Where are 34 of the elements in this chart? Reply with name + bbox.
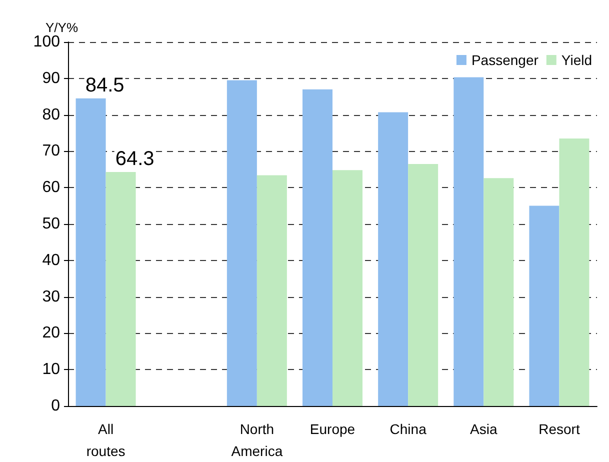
y-tick-label: 80 bbox=[42, 106, 60, 124]
y-axis-title: Y/Y% bbox=[45, 20, 78, 35]
y-tick-label: 10 bbox=[42, 361, 60, 378]
bar bbox=[408, 164, 438, 406]
y-tick-label: 50 bbox=[42, 216, 60, 232]
legend-label: Passenger bbox=[471, 52, 539, 68]
x-tick-label: North America bbox=[231, 421, 283, 459]
y-tick-label: 40 bbox=[42, 252, 60, 269]
bar bbox=[484, 178, 514, 406]
bar bbox=[106, 172, 136, 406]
y-tick-label: 70 bbox=[42, 142, 60, 160]
bar bbox=[302, 89, 332, 406]
y-tick-label: 100 bbox=[33, 34, 60, 50]
y-tick-label: 0 bbox=[51, 398, 60, 414]
x-tick-label: Resort bbox=[538, 421, 580, 437]
legend-label: Yield bbox=[561, 52, 592, 68]
bar bbox=[454, 77, 484, 406]
x-tick-label: All routes bbox=[86, 421, 126, 459]
bar bbox=[378, 112, 408, 406]
bar bbox=[529, 206, 560, 406]
y-tick-label: 20 bbox=[42, 324, 60, 342]
y-tick-label: 90 bbox=[42, 70, 60, 87]
x-tick-label: Asia bbox=[470, 421, 498, 437]
bar bbox=[559, 138, 590, 406]
data-label: 64.3 bbox=[115, 148, 154, 170]
bar bbox=[76, 98, 106, 406]
y-tick-label: 60 bbox=[42, 179, 60, 196]
y-tick-label: 30 bbox=[42, 288, 60, 306]
bar bbox=[226, 80, 257, 406]
data-label: 84.5 bbox=[85, 74, 124, 96]
bar bbox=[256, 175, 287, 406]
x-tick-label: Europe bbox=[310, 421, 356, 437]
bar bbox=[332, 170, 362, 406]
x-tick-label: China bbox=[390, 421, 427, 437]
